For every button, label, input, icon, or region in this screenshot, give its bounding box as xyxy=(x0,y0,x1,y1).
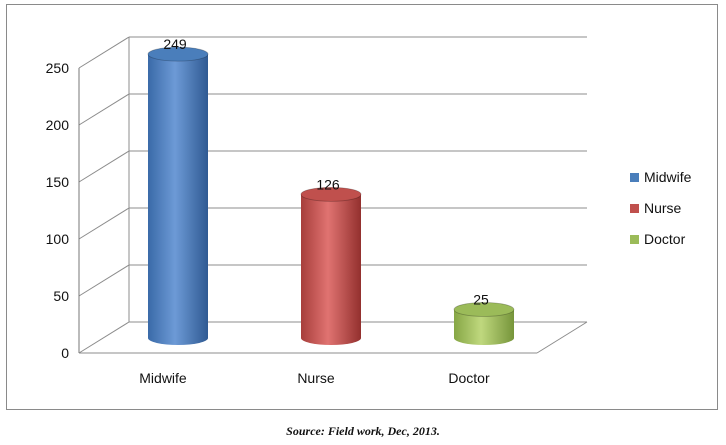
chart-svg: 0 50 100 150 200 250 249 Midwife 126 Nurse 25 Docto… xyxy=(46,36,692,386)
legend-label: Doctor xyxy=(644,231,686,247)
x-tick-label: Nurse xyxy=(297,370,335,386)
data-label: 25 xyxy=(473,292,489,308)
legend-label: Nurse xyxy=(644,200,682,216)
side-wall-gridline xyxy=(78,264,130,297)
bar-midwife xyxy=(147,46,209,345)
legend-swatch xyxy=(630,235,639,244)
side-wall-gridline xyxy=(78,207,130,240)
bar-body xyxy=(454,309,514,345)
y-tick-label: 0 xyxy=(61,345,69,361)
y-tick-label: 100 xyxy=(46,231,70,247)
bar-top xyxy=(453,302,515,317)
data-label: 249 xyxy=(163,36,187,52)
floor-right-edge xyxy=(536,321,588,354)
side-wall-gridline xyxy=(78,36,130,69)
x-tick-label: Doctor xyxy=(448,370,490,386)
labels-layer: 0 50 100 150 200 250 249 Midwife 126 Nurse 25 Docto… xyxy=(46,36,490,386)
bar-doctor xyxy=(453,302,515,345)
y-tick-label: 250 xyxy=(46,60,70,76)
bar-body xyxy=(148,54,208,345)
side-wall-gridline xyxy=(78,93,130,126)
legend-label: Midwife xyxy=(644,169,692,185)
bar-top xyxy=(300,186,362,202)
y-tick-label: 50 xyxy=(53,288,69,304)
y-tick-label: 200 xyxy=(46,117,70,133)
legend: Midwife Nurse Doctor xyxy=(630,169,692,247)
bars-layer xyxy=(147,46,515,345)
y-tick-label: 150 xyxy=(46,174,70,190)
legend-swatch xyxy=(630,173,639,182)
source-note: Source: Field work, Dec, 2013. xyxy=(286,424,440,438)
chart-frame: 0 50 100 150 200 250 249 Midwife 126 Nurse 25 Docto… xyxy=(6,4,718,410)
data-label: 126 xyxy=(316,176,340,192)
legend-swatch xyxy=(630,204,639,213)
bar-nurse xyxy=(300,186,362,345)
bar-top xyxy=(147,46,209,62)
x-tick-label: Midwife xyxy=(139,370,187,386)
side-wall-gridline xyxy=(78,150,130,183)
bar-body xyxy=(301,194,361,345)
side-wall-gridline xyxy=(78,321,130,354)
